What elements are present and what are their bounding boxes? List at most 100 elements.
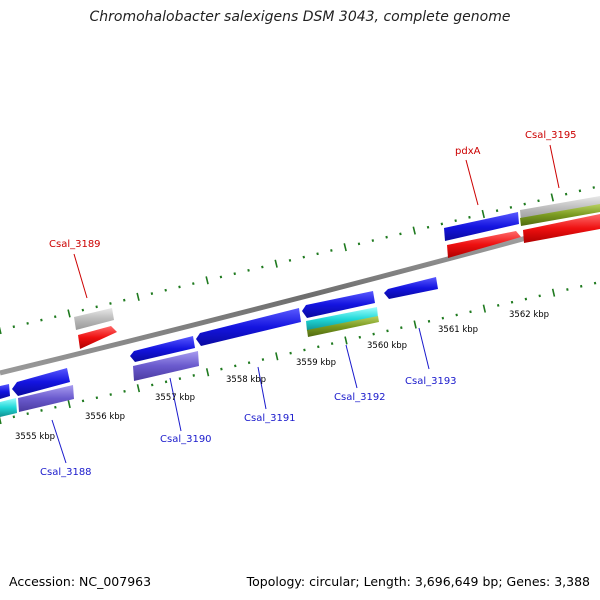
gene-cyan-rev-a (0, 398, 17, 417)
gene-label-csal-3188: Csal_3188 (40, 467, 92, 478)
minor-tick (578, 189, 582, 193)
kbp-label: 3557 kbp (155, 393, 195, 403)
minor-tick (12, 325, 16, 329)
minor-tick (385, 235, 388, 239)
major-tick (482, 304, 487, 313)
minor-tick (316, 252, 319, 256)
minor-tick (330, 249, 333, 252)
minor-tick (496, 304, 500, 307)
gene-blue-fwd-csal-3189 (444, 212, 519, 241)
gene-red-csal-3195 (523, 214, 600, 243)
minor-tick (372, 332, 375, 336)
minor-tick (12, 415, 16, 419)
minor-tick (358, 335, 362, 339)
minor-tick (357, 242, 361, 246)
accession-text: Accession: NC_007963 (9, 574, 152, 589)
minor-tick (219, 275, 223, 279)
minor-tick (564, 192, 568, 196)
minor-tick (220, 367, 223, 371)
minor-tick (192, 374, 195, 377)
gene-purple-csal-3190 (133, 351, 199, 381)
minor-tick (178, 285, 181, 289)
minor-tick (234, 364, 237, 368)
label-connectors (51, 144, 560, 464)
gene-blue-csal-3191 (196, 308, 301, 346)
minor-tick (123, 298, 126, 302)
minor-tick (164, 380, 168, 384)
connector-csal-3195 (549, 144, 560, 189)
major-tick (343, 243, 347, 252)
gene-blue-csal-3193 (384, 277, 438, 299)
gene-label-csal-3189: Csal_3189 (49, 239, 101, 250)
minor-tick (53, 315, 57, 319)
connector-csal-3191 (257, 366, 267, 410)
minor-tick (495, 209, 499, 213)
minor-tick (510, 300, 514, 304)
minor-tick (440, 222, 444, 226)
major-tick (205, 276, 209, 285)
minor-tick (455, 313, 458, 317)
gene-red-pdxa (447, 231, 521, 258)
map-title: Chromohalobacter salexigens DSM 3043, co… (89, 9, 511, 25)
gene-blue-csal-3188 (12, 368, 70, 396)
forward-strand-genes (74, 196, 600, 349)
minor-tick (288, 259, 292, 262)
major-tick (550, 193, 555, 202)
kbp-label: 3560 kbp (367, 341, 407, 351)
gene-olive-fwd (520, 204, 600, 226)
minor-tick (524, 297, 528, 301)
minor-tick (537, 199, 540, 203)
connector-csal-3190 (169, 377, 182, 432)
minor-tick (426, 225, 430, 229)
major-tick (67, 309, 71, 318)
minor-tick (441, 316, 445, 320)
minor-tick (109, 302, 112, 305)
minor-tick (150, 383, 154, 387)
gene-label-csal-3193: Csal_3193 (405, 376, 457, 387)
major-tick (0, 326, 2, 335)
kbp-scale-labels: 3555 kbp 3556 kbp 3557 kbp 3558 kbp 3559… (15, 310, 549, 442)
genome-backbone (0, 215, 600, 376)
minor-tick (317, 345, 320, 349)
minor-tick (81, 399, 85, 403)
gene-blue-csal-3190 (130, 336, 195, 362)
reverse-strand-genes (0, 277, 438, 417)
minor-tick (81, 308, 85, 312)
major-tick (136, 292, 140, 301)
minor-tick (468, 215, 471, 219)
minor-tick (302, 255, 306, 259)
kbp-label: 3558 kbp (226, 375, 266, 385)
minor-tick (289, 351, 292, 355)
minor-tick (95, 396, 99, 400)
connector-csal-3193 (418, 327, 430, 370)
gene-label-pdxa: pdxA (455, 146, 481, 157)
major-tick (274, 259, 278, 268)
kbp-label: 3559 kbp (296, 358, 336, 368)
gene-blue-csal-3192 (302, 291, 375, 318)
gene-grey-csal-3189 (74, 308, 114, 330)
gene-blue-rev-a (0, 384, 10, 399)
genome-stats-text: Topology: circular; Length: 3,696,649 bp… (246, 574, 590, 589)
kbp-label: 3556 kbp (85, 412, 125, 422)
gene-label-csal-3190: Csal_3190 (160, 434, 212, 445)
minor-tick (386, 329, 389, 333)
minor-tick (247, 361, 251, 365)
gene-name-labels: Csal_3189 pdxA Csal_3195 Csal_3188 Csal_… (40, 130, 577, 478)
minor-tick (538, 294, 541, 298)
minor-tick (40, 409, 43, 412)
minor-tick (109, 393, 112, 396)
minor-tick (454, 219, 457, 223)
minor-tick (123, 389, 126, 393)
minor-tick (592, 186, 595, 189)
minor-tick (192, 282, 195, 286)
connector-csal-3188 (51, 419, 67, 464)
minor-tick (427, 319, 431, 323)
minor-tick (593, 281, 597, 285)
minor-tick (261, 358, 265, 361)
kbp-label: 3561 kbp (438, 325, 478, 335)
lower-tick-row (0, 281, 597, 425)
minor-tick (95, 305, 98, 309)
connector-csal-3192 (345, 344, 358, 389)
